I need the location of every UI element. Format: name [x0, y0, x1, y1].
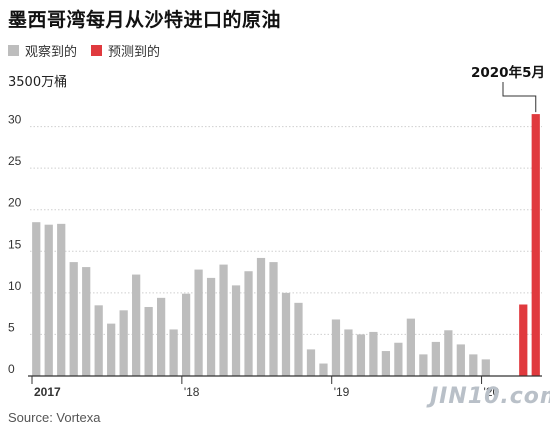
bar-observed [57, 223, 66, 376]
y-axis-unit-label: 3500万桶 [8, 75, 68, 90]
bar-observed [281, 292, 291, 376]
bar-observed [456, 344, 465, 376]
y-tick-label: 30 [8, 113, 22, 127]
x-tick-label: 2017 [34, 385, 61, 399]
bar-observed [169, 329, 178, 376]
y-tick-label: 25 [8, 154, 22, 168]
bar-observed [94, 305, 103, 376]
chart-legend: 观察到的 预测到的 [8, 41, 174, 60]
bar-observed [319, 363, 328, 376]
bar-observed [306, 349, 316, 376]
bar-observed [69, 262, 78, 376]
bar-observed [44, 224, 53, 376]
y-tick-label: 20 [8, 196, 22, 210]
bar-observed [82, 267, 91, 376]
bar-observed [356, 334, 366, 376]
bar-observed [331, 319, 341, 376]
bar-observed [256, 257, 266, 376]
chart-title: 墨西哥湾每月从沙特进口的原油 [8, 9, 282, 31]
bar-observed [132, 274, 141, 376]
bar-observed [431, 341, 440, 376]
y-tick-label: 0 [8, 362, 15, 376]
bar-observed [406, 318, 415, 376]
y-tick-label: 10 [8, 279, 22, 293]
x-tick-label: '19 [334, 385, 350, 399]
bar-observed [32, 222, 41, 376]
bar-forecast [519, 304, 528, 376]
legend-item-observed: 观察到的 [8, 41, 77, 60]
source-note: Source: Vortexa [8, 410, 101, 425]
legend-label-forecast: 预测到的 [108, 45, 161, 60]
bar-observed [269, 262, 278, 376]
bar-observed [381, 351, 391, 376]
legend-swatch-observed [8, 45, 19, 56]
bar-forecast [531, 114, 540, 376]
bar-observed [369, 331, 378, 376]
bar-observed [181, 293, 191, 376]
bar-observed [206, 277, 216, 376]
bar-observed [244, 271, 253, 376]
bar-observed [219, 264, 228, 376]
bar-observed [107, 323, 116, 376]
bar-observed [419, 354, 428, 376]
callout-leader-line [502, 82, 537, 113]
callout-label: 2020年5月 [471, 65, 545, 81]
bar-observed [394, 342, 403, 376]
bar-observed [157, 297, 166, 376]
bar-observed [119, 310, 128, 376]
bar-observed [194, 269, 203, 376]
y-tick-label: 5 [8, 320, 15, 334]
bar-observed [144, 306, 153, 376]
legend-swatch-forecast [91, 45, 103, 56]
legend-label-observed: 观察到的 [25, 45, 78, 60]
y-tick-label: 15 [8, 237, 22, 251]
bar-observed [344, 329, 353, 376]
x-tick-label: '18 [184, 385, 200, 399]
x-tick-label: '20 [484, 385, 500, 399]
bar-observed [294, 302, 303, 376]
bar-observed [444, 330, 453, 376]
legend-item-forecast: 预测到的 [91, 41, 160, 60]
bar-observed [481, 359, 490, 376]
bar-observed [231, 285, 241, 376]
watermark-logo: JIN10.com [430, 384, 550, 409]
bar-observed [469, 354, 478, 376]
